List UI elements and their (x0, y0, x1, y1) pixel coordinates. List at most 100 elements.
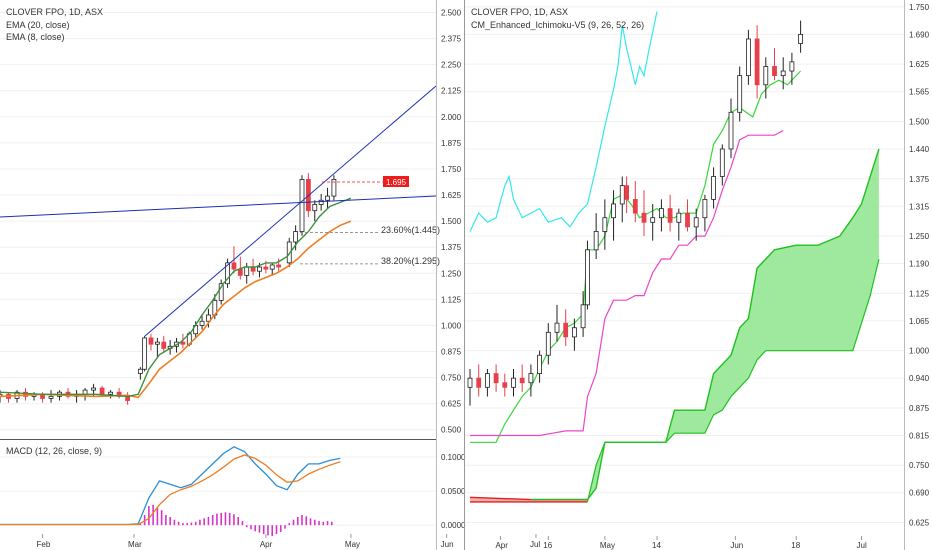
right-candle-body (728, 111, 734, 150)
right-candle-body (719, 148, 725, 177)
left-ytick-label: 2.500 (441, 9, 462, 18)
right-ytick-label: 1.500 (909, 117, 930, 126)
right-xtick-label: Apr (495, 541, 508, 550)
right-candle-body (650, 217, 656, 223)
left-xtick-label: Mar (128, 540, 142, 549)
left-candle-body (269, 264, 275, 270)
right-candle-body (676, 212, 682, 223)
left-candle-body (206, 314, 211, 322)
span-b-line (586, 258, 880, 503)
left-candle-body (108, 391, 113, 395)
left-candle-body (312, 204, 318, 212)
right-candle-body (528, 373, 534, 384)
right-ytick-label: 0.815 (909, 431, 930, 440)
left-ytick-label: 1.000 (441, 321, 462, 330)
left-candle-body (325, 195, 330, 201)
right-price-axis[interactable]: 1.750 1.690 1.625 1.565 1.500 1.440 1.375 1.315… (909, 3, 930, 528)
left-candle-body (154, 341, 160, 345)
right-candle-body (519, 377, 525, 384)
left-ytick-label: 2.125 (441, 87, 462, 96)
left-ytick-label: 1.875 (441, 139, 462, 148)
left-ytick-label: 0.500 (441, 426, 462, 435)
tenkan-line (469, 11, 658, 232)
right-candle-body (737, 75, 743, 113)
right-candle-body (545, 331, 551, 356)
left-candle-body (0, 393, 3, 397)
left-ytick-label: 2.000 (441, 113, 462, 122)
left-candle-body (299, 179, 305, 232)
left-chart-title: CLOVER FPO, 1D, ASX (6, 7, 103, 17)
right-candle-body (585, 249, 590, 306)
left-candle-body (48, 395, 54, 399)
right-candle-body (763, 66, 769, 86)
macd-panel[interactable]: MACD (12, 26, close, 9) (0, 446, 436, 537)
left-ytick-label: 1.125 (441, 295, 462, 304)
right-ytick-label: 0.940 (909, 374, 930, 383)
left-candle-body (137, 368, 143, 374)
right-ytick-label: 1.000 (909, 347, 930, 356)
left-candle-body (161, 341, 167, 349)
left-candle-body (276, 264, 282, 268)
left-trendlines (0, 85, 437, 337)
cloud-green-fill (587, 149, 879, 502)
left-xtick-label: May (345, 540, 360, 549)
right-ytick-label: 1.565 (909, 88, 930, 97)
ema8-line (0, 197, 352, 398)
right-candle-body (476, 377, 482, 388)
right-candle-body (619, 185, 625, 205)
macd-ytick-label: 0.1000 (441, 453, 466, 462)
left-time-axis[interactable]: Feb Mar Apr May Jun Jul (37, 534, 541, 549)
left-candle-body (257, 266, 262, 272)
right-candle-body (667, 208, 673, 223)
right-ytick-label: 1.125 (909, 289, 930, 298)
right-ytick-label: 1.315 (909, 202, 930, 211)
right-candle-body (693, 217, 699, 228)
macd-title: MACD (12, 26, close, 9) (6, 446, 102, 456)
left-xtick-label: Apr (260, 540, 273, 549)
right-candle-body (772, 66, 777, 77)
left-candle-body (91, 387, 96, 391)
left-candle-body (218, 283, 224, 301)
horizontal-trendline (0, 195, 437, 218)
macd-grid (0, 456, 436, 526)
left-candle-body (231, 262, 237, 270)
right-price-panel[interactable]: CLOVER FPO, 1D, ASX CM_Enhanced_Ichimoku… (465, 6, 904, 524)
right-candle-body (702, 198, 708, 219)
right-candle-body (789, 61, 795, 72)
right-candle-body (502, 382, 508, 388)
right-candle-body (780, 70, 786, 77)
macd-ytick-label: 0.0000 (441, 521, 466, 530)
left-xtick-label: Jun (441, 540, 454, 549)
left-xtick-label: Feb (37, 540, 51, 549)
right-legend-ichimoku: CM_Enhanced_Ichimoku-V5 (9, 26, 52, 26) (471, 20, 644, 30)
right-candle-body (511, 377, 516, 388)
right-candle-body (602, 217, 608, 232)
right-ytick-label: 1.375 (909, 175, 930, 184)
fib-label-382: 38.20%(1.295) (381, 256, 440, 266)
left-price-panel[interactable]: CLOVER FPO, 1D, ASX EMA (20, close) EMA … (0, 7, 440, 431)
right-ytick-label: 1.250 (909, 232, 930, 241)
left-candle-body (318, 199, 324, 205)
right-candle-body (641, 212, 647, 223)
left-candle-body (142, 337, 148, 370)
macd-axis[interactable]: 0.1000 0.0500 0.0000 (441, 453, 466, 530)
right-candle-body (580, 304, 586, 329)
left-candle-body (199, 320, 205, 326)
right-time-axis[interactable]: Apr 16 May 14 Jun 18 Jul (495, 536, 867, 550)
price-tag-label: 1.695 (386, 178, 407, 187)
right-xtick-label: Jun (730, 541, 743, 550)
left-ema-lines (0, 197, 352, 399)
left-candle-body (148, 337, 154, 345)
right-candle-body (632, 198, 638, 214)
right-ytick-label: 1.190 (909, 260, 930, 269)
macd-histogram (139, 504, 333, 537)
right-candle-body (537, 354, 542, 374)
left-ytick-label: 1.375 (441, 243, 462, 252)
left-candle-body (225, 262, 230, 285)
left-price-axis[interactable]: 2.500 2.375 2.250 2.125 2.000 1.875 1.750 1.625… (441, 9, 462, 435)
left-candle-body (237, 268, 243, 276)
left-legend-ema8: EMA (8, close) (6, 32, 65, 42)
signal-line (0, 454, 341, 526)
right-candle-body (685, 212, 690, 228)
